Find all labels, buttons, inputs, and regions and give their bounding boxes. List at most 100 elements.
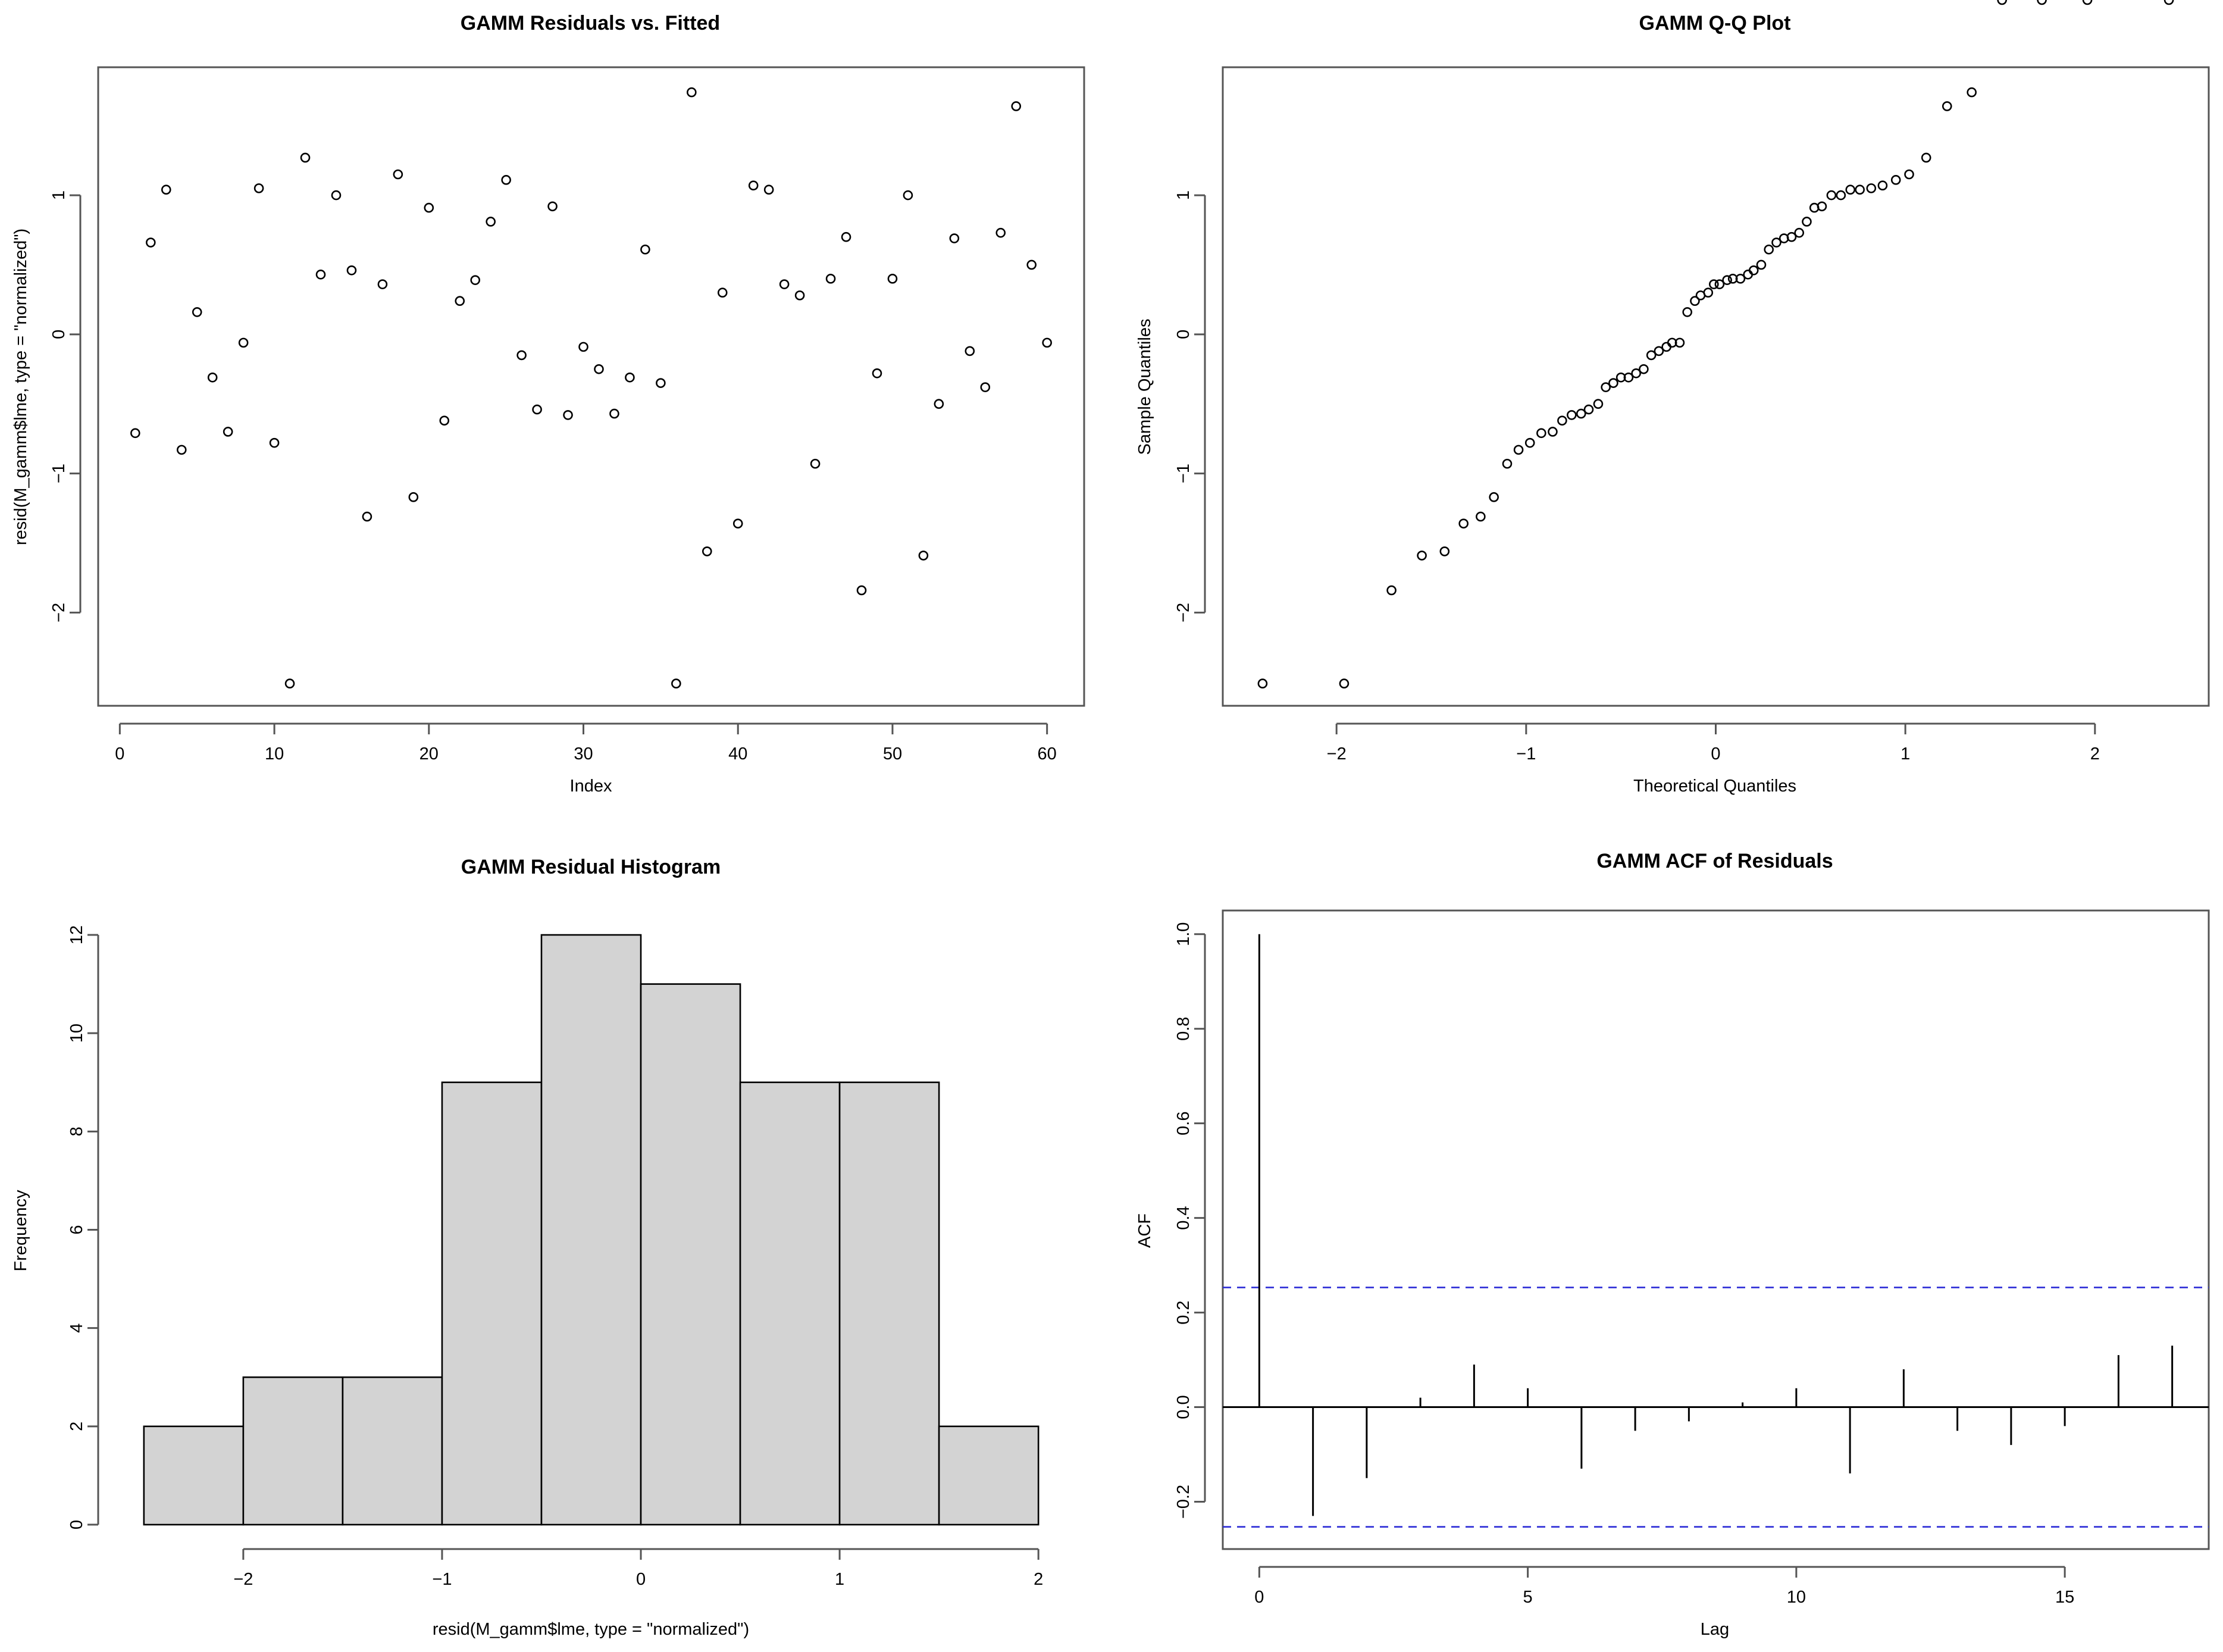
x-tick-label: 2 — [2090, 744, 2100, 764]
residual-point — [794, 290, 805, 301]
histogram-y-label: Frequency — [11, 1190, 30, 1272]
qq-point — [1608, 378, 1618, 388]
y-tick-label: 0.0 — [1174, 1395, 1193, 1419]
x-tick-label: −2 — [1327, 744, 1347, 764]
residual-point — [934, 399, 944, 409]
residual-point — [903, 190, 913, 201]
residual-point — [130, 428, 140, 439]
residual-point — [146, 237, 156, 248]
qq-point — [1674, 337, 1685, 348]
residual-point — [300, 152, 311, 163]
residual-point — [408, 492, 419, 502]
x-tick-label: 50 — [883, 744, 902, 764]
x-tick-label: 10 — [265, 744, 284, 764]
qq-point — [1654, 346, 1664, 356]
qq-point — [1709, 279, 1719, 289]
residual-point — [238, 337, 249, 348]
residual-point — [331, 190, 342, 201]
residual-point — [377, 279, 388, 289]
residual-point — [887, 274, 898, 284]
histogram-bar — [739, 1081, 841, 1526]
qq-point — [1703, 287, 1714, 298]
acf-y-axis: −0.2 0.0 0.2 0.4 0.6 0.8 1.0 — [1174, 922, 1206, 1519]
y-tick-label: 0.2 — [1174, 1300, 1193, 1324]
residuals-plot-frame — [97, 66, 1085, 707]
x-tick-label: 0 — [1711, 744, 1720, 764]
residual-point — [856, 585, 867, 596]
x-tick-label: 1 — [1900, 744, 1910, 764]
x-tick-label: −2 — [233, 1570, 253, 1589]
qq-point — [1921, 152, 1931, 163]
residual-histogram-panel: GAMM Residual Histogram −2 −1 0 1 2 02468101… — [11, 856, 1043, 1639]
residual-point — [269, 437, 280, 448]
residuals-plot-title: GAMM Residuals vs. Fitted — [461, 12, 720, 35]
qq-point — [1866, 183, 1877, 193]
residual-point — [161, 184, 171, 195]
residual-point — [825, 274, 836, 284]
y-tick-label: −2 — [49, 603, 68, 622]
y-tick-label: 8 — [67, 1127, 86, 1136]
residual-point — [223, 427, 233, 437]
qq-point — [1386, 585, 1397, 596]
y-tick-label: −1 — [1174, 464, 1193, 483]
x-tick-label: 15 — [2055, 1588, 2074, 1607]
qq-point — [1802, 217, 1812, 227]
residual-point — [687, 87, 697, 98]
qq-point — [1548, 427, 1558, 437]
residual-point — [810, 458, 821, 469]
residual-point — [486, 217, 496, 227]
qq-x-label: Theoretical Quantiles — [1633, 777, 1796, 796]
acf-frame — [1222, 909, 2210, 1550]
residual-point — [779, 279, 790, 289]
y-tick-label: 6 — [67, 1225, 86, 1234]
qq-point — [1476, 511, 1486, 522]
histogram-bar — [640, 983, 741, 1526]
y-tick-label: 0 — [49, 330, 68, 339]
qq-point — [1257, 678, 1268, 689]
acf-x-label: Lag — [1701, 1620, 1729, 1639]
residual-point — [563, 410, 573, 420]
residual-point — [176, 445, 187, 455]
x-tick-label: 10 — [1787, 1588, 1806, 1607]
qq-point — [2037, 0, 2047, 5]
y-tick-label: 10 — [67, 1024, 86, 1043]
qq-point — [1593, 399, 1604, 409]
acf-panel: GAMM ACF of Residuals 0 5 10 15 −0.2 0.0 0.2 0… — [1135, 850, 2210, 1639]
y-tick-label: 0.4 — [1174, 1206, 1193, 1229]
qq-point — [1601, 382, 1611, 392]
qq-point — [1524, 437, 1535, 448]
x-tick-label: 20 — [419, 744, 439, 764]
residual-point — [872, 368, 882, 378]
residual-point — [346, 265, 357, 276]
y-tick-label: 1 — [1174, 190, 1193, 200]
qq-point — [1845, 184, 1856, 195]
qq-point — [1904, 169, 1914, 180]
qq-point — [1646, 350, 1657, 361]
y-tick-label: 0 — [67, 1520, 86, 1529]
acf-x-axis: 0 5 10 15 — [1254, 1566, 2074, 1607]
residual-point — [393, 169, 403, 180]
residuals-y-axis: −2 −1 0 1 — [49, 190, 82, 622]
y-tick-label: 0 — [1174, 330, 1193, 339]
residual-point — [763, 184, 774, 195]
residual-point — [470, 275, 481, 285]
qq-point — [2082, 0, 2093, 5]
y-tick-label: 1.0 — [1174, 922, 1193, 946]
residuals-points — [130, 87, 1052, 689]
qq-point — [1682, 307, 1693, 317]
residual-point — [253, 183, 264, 193]
x-tick-label: 0 — [115, 744, 124, 764]
residuals-x-axis: 0 10 20 30 40 50 60 — [115, 722, 1057, 764]
x-tick-label: 40 — [728, 744, 747, 764]
qq-point — [1557, 415, 1567, 426]
residual-point — [748, 180, 759, 191]
histogram-bar — [441, 1081, 543, 1526]
residual-point — [965, 346, 975, 356]
residual-point — [501, 175, 511, 185]
residual-point — [594, 364, 604, 374]
histogram-bar — [342, 1376, 443, 1526]
qq-point — [1794, 227, 1805, 238]
residual-point — [841, 231, 851, 242]
qq-point — [1942, 101, 1952, 111]
